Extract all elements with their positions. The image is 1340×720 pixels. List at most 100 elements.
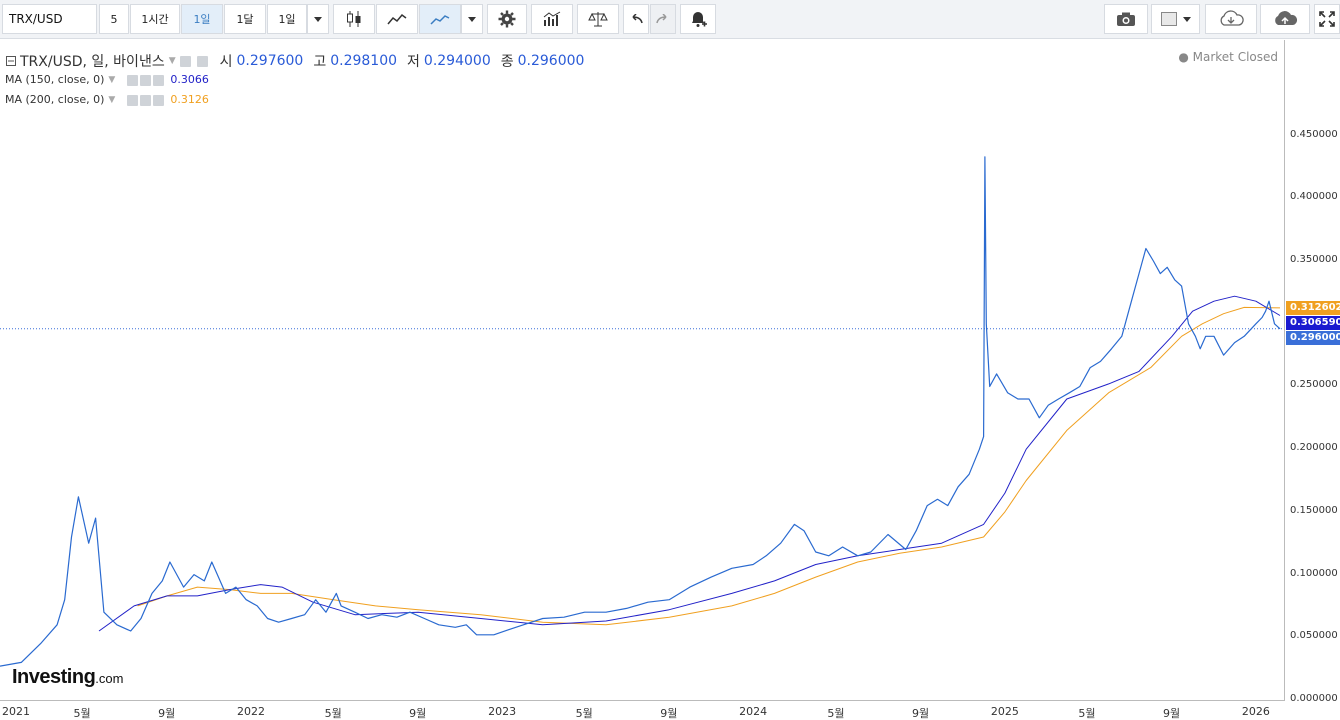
x-tick-label: 2021	[2, 705, 30, 718]
ma150-value: 0.3066	[170, 73, 209, 86]
indicators-button[interactable]	[531, 4, 573, 34]
ma150-price-badge: 0.306590	[1286, 315, 1340, 330]
x-tick-label: 9월	[1163, 707, 1181, 720]
fullscreen-icon	[1319, 11, 1335, 27]
chart-legend-main: TRX/USD, 일, 바이낸스 ▼ 시 0.297600 고 0.298100 저…	[6, 51, 584, 71]
area-chart-icon	[430, 15, 450, 25]
y-tick-label: 0.250000	[1290, 379, 1338, 391]
color-swatch-icon	[1160, 12, 1177, 26]
x-tick-label: 2026	[1241, 705, 1270, 718]
close-icon[interactable]	[153, 94, 165, 106]
low-value: 0.294000	[423, 53, 491, 69]
legend-ma200: MA (200, close, 0) ▼ 0.3126	[5, 93, 209, 106]
investing-logo: Investing.com	[12, 666, 123, 689]
snapshot-button[interactable]	[1104, 4, 1148, 34]
y-tick-label: 0.100000	[1290, 567, 1338, 579]
undo-button[interactable]	[623, 4, 649, 34]
interval-1d-button[interactable]: 1일	[181, 4, 223, 34]
ma200-series-line	[137, 306, 1281, 626]
eye-icon[interactable]	[179, 55, 191, 67]
x-tick-label: 9월	[660, 707, 678, 720]
settings-icon[interactable]	[196, 55, 208, 67]
x-tick-label: 2025	[990, 705, 1019, 718]
collapse-icon[interactable]	[6, 56, 16, 66]
last-price-badge: 0.296000	[1286, 330, 1340, 345]
y-tick-label: 0.050000	[1290, 630, 1338, 642]
y-tick-label: 0.450000	[1290, 128, 1338, 140]
candlestick-button[interactable]	[333, 4, 375, 34]
y-tick-label: 0.200000	[1290, 442, 1338, 454]
redo-button[interactable]	[650, 4, 676, 34]
ma150-series-line	[98, 295, 1281, 632]
x-axis-line	[0, 700, 1285, 701]
x-tick-label: 5월	[575, 707, 593, 720]
x-tick-label: 2023	[488, 705, 517, 718]
price-series-line	[0, 156, 1281, 667]
interval-1mo-button[interactable]: 1달	[224, 4, 266, 34]
x-tick-label: 5월	[827, 707, 845, 720]
close-label: 종	[500, 54, 514, 70]
compare-button[interactable]	[577, 4, 619, 34]
open-label: 시	[219, 54, 233, 70]
cloud-upload-icon	[1275, 11, 1298, 25]
bell-plus-icon	[692, 12, 707, 27]
ma200-label: MA (200, close, 0)	[5, 93, 105, 106]
close-value: 0.296000	[517, 53, 585, 69]
y-axis-line	[1284, 40, 1285, 700]
y-tick-label: 0.150000	[1290, 504, 1338, 516]
x-tick-label: 5월	[324, 707, 342, 720]
interval-1h-button[interactable]: 1시간	[130, 4, 180, 34]
chart-type-dropdown-button[interactable]	[461, 4, 483, 34]
logo-name: Investing	[12, 666, 96, 688]
gear-icon	[498, 10, 516, 28]
interval-dropdown-button[interactable]	[307, 4, 329, 34]
market-status: ● Market Closed	[1178, 50, 1278, 64]
indicators-icon	[543, 11, 561, 26]
x-tick-label: 5월	[73, 707, 91, 720]
y-tick-label: 0.400000	[1290, 191, 1338, 203]
eye-icon[interactable]	[127, 74, 139, 86]
x-tick-label: 9월	[409, 707, 427, 720]
settings-icon[interactable]	[140, 74, 152, 86]
low-label: 저	[407, 54, 420, 70]
alert-button[interactable]	[680, 4, 716, 34]
scale-balance-icon	[588, 12, 608, 27]
y-tick-label: 0.350000	[1290, 254, 1338, 266]
chart-toolbar: TRX/USD 5 1시간 1일 1달 1일	[0, 0, 1340, 39]
caret-down-icon[interactable]: ▼	[108, 94, 116, 105]
caret-down-icon	[468, 16, 476, 22]
caret-down-icon	[314, 16, 322, 22]
y-tick-label: 0.000000	[1290, 693, 1338, 704]
x-tick-label: 5월	[1078, 707, 1096, 720]
x-tick-label: 9월	[911, 707, 930, 720]
logo-suffix: .com	[95, 671, 124, 686]
close-icon[interactable]	[153, 74, 165, 86]
area-chart-button[interactable]	[419, 4, 461, 34]
caret-down-icon[interactable]: ▼	[168, 56, 176, 66]
high-label: 고	[313, 54, 327, 70]
settings-icon[interactable]	[140, 94, 152, 106]
caret-down-icon	[1182, 16, 1191, 22]
fullscreen-button[interactable]	[1314, 4, 1340, 34]
cloud-load-button[interactable]	[1205, 4, 1257, 34]
market-status-label: Market Closed	[1192, 50, 1278, 64]
settings-button[interactable]	[487, 4, 527, 34]
x-tick-label: 2024	[739, 705, 768, 718]
interval-5-button[interactable]: 5	[99, 4, 129, 34]
eye-icon[interactable]	[127, 94, 139, 106]
high-value: 0.298100	[330, 53, 398, 69]
color-picker-button[interactable]	[1151, 4, 1200, 34]
legend-ma150: MA (150, close, 0) ▼ 0.3066	[5, 73, 209, 86]
legend-title: TRX/USD, 일, 바이낸스	[20, 54, 165, 70]
x-tick-label: 9월	[158, 707, 176, 720]
redo-icon	[656, 14, 667, 24]
camera-icon	[1117, 12, 1135, 26]
interval-custom-button[interactable]: 1일	[267, 4, 307, 34]
price-chart[interactable]	[0, 40, 1284, 700]
cloud-save-button[interactable]	[1260, 4, 1310, 34]
open-value: 0.297600	[236, 53, 304, 69]
caret-down-icon[interactable]: ▼	[108, 74, 116, 85]
cloud-download-icon	[1220, 10, 1244, 26]
symbol-input[interactable]: TRX/USD	[2, 4, 97, 34]
line-chart-button[interactable]	[376, 4, 418, 34]
